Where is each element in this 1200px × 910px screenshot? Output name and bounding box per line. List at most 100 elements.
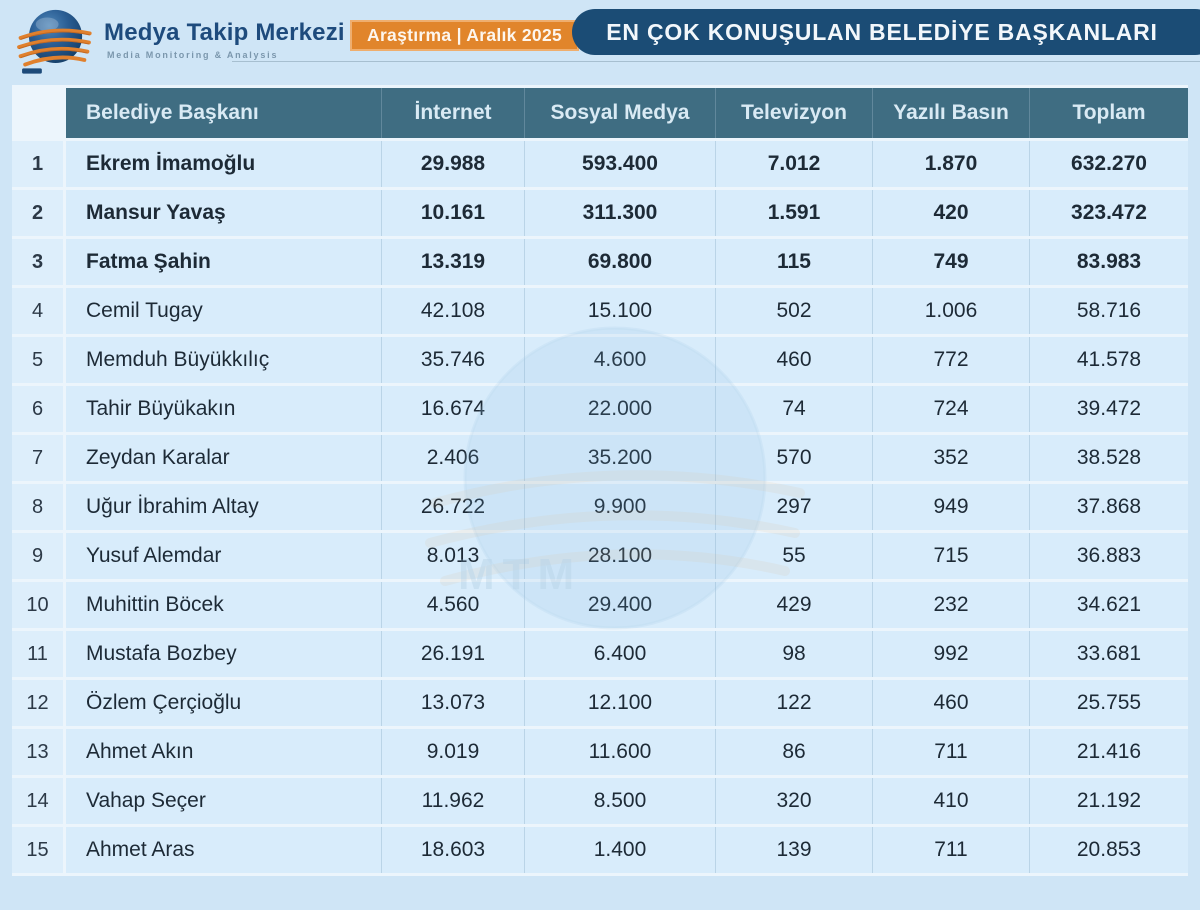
- name-cell: Ekrem İmamoğlu: [66, 141, 382, 187]
- toplam-cell: 323.472: [1030, 190, 1188, 236]
- yazili-basin-cell: 949: [873, 484, 1030, 530]
- rank-cell: 4: [12, 288, 66, 334]
- yazili-basin-cell: 711: [873, 827, 1030, 873]
- name-cell: Memduh Büyükkılıç: [66, 337, 382, 383]
- sosyal-medya-cell: 12.100: [525, 680, 716, 726]
- toplam-cell: 21.416: [1030, 729, 1188, 775]
- internet-cell: 16.674: [382, 386, 525, 432]
- table-row: 10 Muhittin Böcek 4.560 29.400 429 232 3…: [12, 582, 1188, 628]
- rank-cell: 3: [12, 239, 66, 285]
- yazili-basin-cell: 992: [873, 631, 1030, 677]
- rank-cell: 8: [12, 484, 66, 530]
- table-row: 14 Vahap Seçer 11.962 8.500 320 410 21.1…: [12, 778, 1188, 824]
- televizyon-cell: 7.012: [716, 141, 873, 187]
- toplam-cell: 36.883: [1030, 533, 1188, 579]
- toplam-cell: 632.270: [1030, 141, 1188, 187]
- table-row: 1 Ekrem İmamoğlu 29.988 593.400 7.012 1.…: [12, 141, 1188, 187]
- internet-cell: 9.019: [382, 729, 525, 775]
- sosyal-medya-cell: 1.400: [525, 827, 716, 873]
- column-header-yazili-basin: Yazılı Basın: [873, 88, 1030, 138]
- yazili-basin-cell: 352: [873, 435, 1030, 481]
- rank-cell: 11: [12, 631, 66, 677]
- sosyal-medya-cell: 8.500: [525, 778, 716, 824]
- televizyon-cell: 320: [716, 778, 873, 824]
- toplam-cell: 33.681: [1030, 631, 1188, 677]
- internet-cell: 26.191: [382, 631, 525, 677]
- televizyon-cell: 86: [716, 729, 873, 775]
- table-row: 8 Uğur İbrahim Altay 26.722 9.900 297 94…: [12, 484, 1188, 530]
- name-cell: Zeydan Karalar: [66, 435, 382, 481]
- internet-cell: 35.746: [382, 337, 525, 383]
- toplam-cell: 41.578: [1030, 337, 1188, 383]
- table-row: 7 Zeydan Karalar 2.406 35.200 570 352 38…: [12, 435, 1188, 481]
- mtm-globe-logo-icon: [17, 9, 92, 74]
- table-row: 12 Özlem Çerçioğlu 13.073 12.100 122 460…: [12, 680, 1188, 726]
- televizyon-cell: 502: [716, 288, 873, 334]
- yazili-basin-cell: 711: [873, 729, 1030, 775]
- sosyal-medya-cell: 29.400: [525, 582, 716, 628]
- yazili-basin-cell: 420: [873, 190, 1030, 236]
- yazili-basin-cell: 1.006: [873, 288, 1030, 334]
- rank-cell: 5: [12, 337, 66, 383]
- internet-cell: 42.108: [382, 288, 525, 334]
- internet-cell: 13.073: [382, 680, 525, 726]
- toplam-cell: 25.755: [1030, 680, 1188, 726]
- column-header-internet: İnternet: [382, 88, 525, 138]
- toplam-cell: 20.853: [1030, 827, 1188, 873]
- internet-cell: 4.560: [382, 582, 525, 628]
- sosyal-medya-cell: 22.000: [525, 386, 716, 432]
- rank-cell: 2: [12, 190, 66, 236]
- rank-cell: 15: [12, 827, 66, 873]
- sosyal-medya-cell: 35.200: [525, 435, 716, 481]
- yazili-basin-cell: 772: [873, 337, 1030, 383]
- table-row: 11 Mustafa Bozbey 26.191 6.400 98 992 33…: [12, 631, 1188, 677]
- yazili-basin-cell: 460: [873, 680, 1030, 726]
- name-cell: Fatma Şahin: [66, 239, 382, 285]
- table-row: 6 Tahir Büyükakın 16.674 22.000 74 724 3…: [12, 386, 1188, 432]
- name-cell: Mansur Yavaş: [66, 190, 382, 236]
- name-cell: Ahmet Aras: [66, 827, 382, 873]
- rank-column-header: [12, 88, 66, 138]
- name-cell: Ahmet Akın: [66, 729, 382, 775]
- name-cell: Yusuf Alemdar: [66, 533, 382, 579]
- televizyon-cell: 115: [716, 239, 873, 285]
- rank-cell: 9: [12, 533, 66, 579]
- sosyal-medya-cell: 311.300: [525, 190, 716, 236]
- name-cell: Özlem Çerçioğlu: [66, 680, 382, 726]
- table-row: 9 Yusuf Alemdar 8.013 28.100 55 715 36.8…: [12, 533, 1188, 579]
- table-row: 4 Cemil Tugay 42.108 15.100 502 1.006 58…: [12, 288, 1188, 334]
- sosyal-medya-cell: 69.800: [525, 239, 716, 285]
- name-cell: Uğur İbrahim Altay: [66, 484, 382, 530]
- internet-cell: 18.603: [382, 827, 525, 873]
- rank-cell: 12: [12, 680, 66, 726]
- rank-cell: 6: [12, 386, 66, 432]
- sosyal-medya-cell: 28.100: [525, 533, 716, 579]
- rank-cell: 10: [12, 582, 66, 628]
- name-cell: Tahir Büyükakın: [66, 386, 382, 432]
- yazili-basin-cell: 724: [873, 386, 1030, 432]
- sosyal-medya-cell: 6.400: [525, 631, 716, 677]
- televizyon-cell: 460: [716, 337, 873, 383]
- toplam-cell: 39.472: [1030, 386, 1188, 432]
- sosyal-medya-cell: 15.100: [525, 288, 716, 334]
- brand-tagline: Media Monitoring & Analysis: [107, 50, 279, 60]
- research-date-badge: Araştırma | Aralık 2025: [350, 20, 580, 51]
- televizyon-cell: 122: [716, 680, 873, 726]
- internet-cell: 8.013: [382, 533, 525, 579]
- televizyon-cell: 74: [716, 386, 873, 432]
- internet-cell: 26.722: [382, 484, 525, 530]
- sosyal-medya-cell: 4.600: [525, 337, 716, 383]
- internet-cell: 10.161: [382, 190, 525, 236]
- rank-cell: 14: [12, 778, 66, 824]
- rank-cell: 1: [12, 141, 66, 187]
- internet-cell: 29.988: [382, 141, 525, 187]
- toplam-cell: 21.192: [1030, 778, 1188, 824]
- column-header-televizyon: Televizyon: [716, 88, 873, 138]
- sosyal-medya-cell: 9.900: [525, 484, 716, 530]
- brand-name: Medya Takip Merkezi: [104, 19, 345, 46]
- toplam-cell: 38.528: [1030, 435, 1188, 481]
- televizyon-cell: 429: [716, 582, 873, 628]
- column-header-sosyal-medya: Sosyal Medya: [525, 88, 716, 138]
- table-row: 5 Memduh Büyükkılıç 35.746 4.600 460 772…: [12, 337, 1188, 383]
